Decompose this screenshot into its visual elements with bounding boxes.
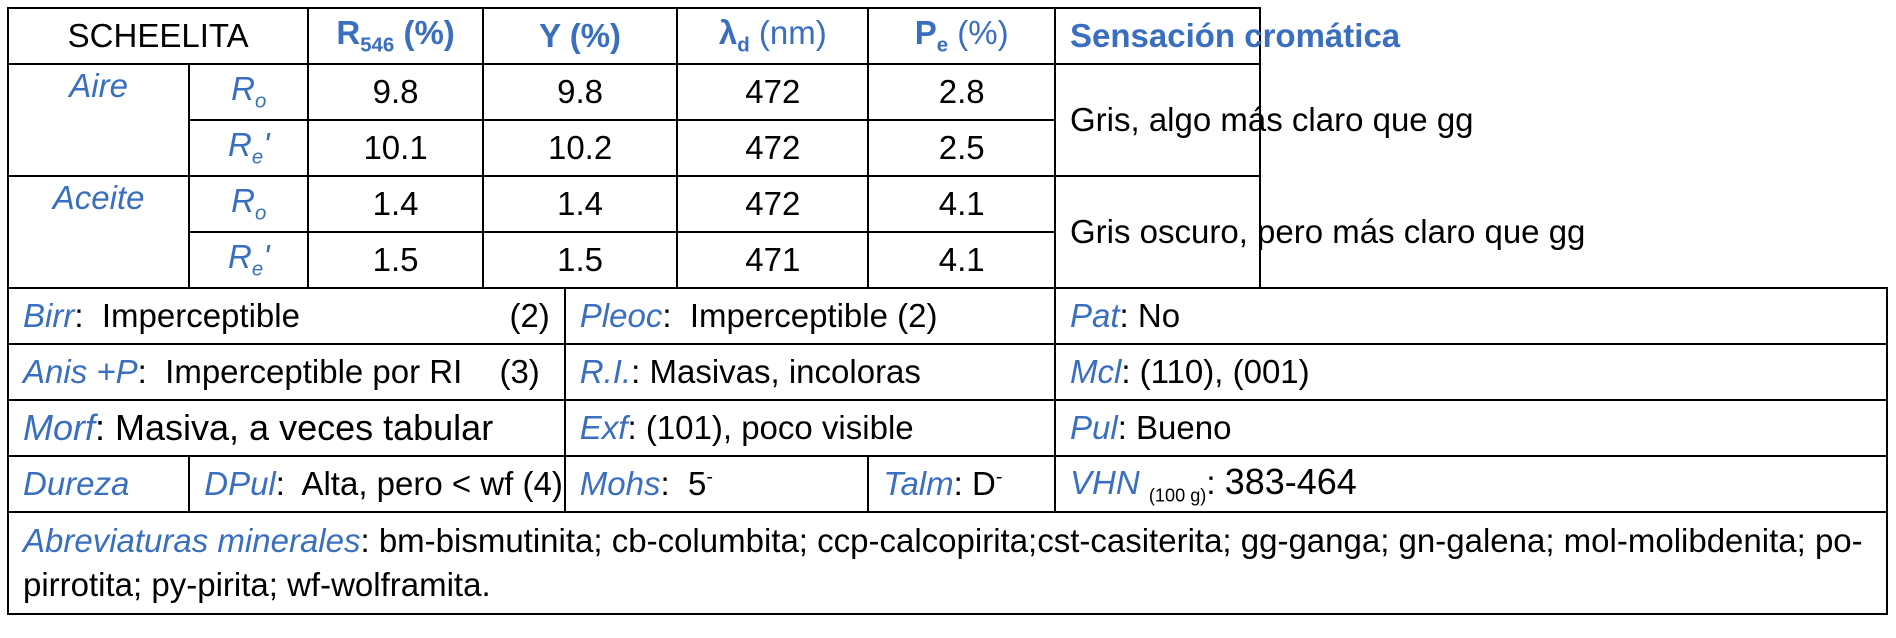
aire-re-row: Re' 10.1 10.2 472 2.5 [8, 119, 1887, 177]
morf-cell: Morf: Masiva, a veces tabular [7, 399, 566, 457]
talm-label: Talm [883, 465, 954, 502]
header-pe: Pe (%) [867, 7, 1056, 65]
mohs-label: Mohs [579, 465, 661, 502]
medium-aire: Aire [6, 63, 191, 177]
abbreviations-cell: Abreviaturas minerales: bm-bismutinita; … [7, 511, 1888, 615]
footer-row: Abreviaturas minerales: bm-bismutinita; … [7, 511, 1888, 615]
pul-value: Bueno [1136, 409, 1232, 446]
props-row-4: Dureza DPul: Alta, pero < wf (4) Mohs: 5… [6, 455, 1888, 513]
value-lambda: 472 [676, 119, 870, 177]
vhn-label: VHN [1070, 464, 1140, 502]
pul-label: Pul [1070, 409, 1118, 446]
birr-label: Birr [23, 297, 75, 334]
exf-value: (101), poco visible [645, 409, 914, 446]
anis-ref: (3) [499, 353, 540, 390]
dpul-cell: DPul: Alta, pero < wf (4) [188, 455, 566, 513]
header-row: SCHEELITA R546 (%) Y (%) λd (nm) Pe (%) … [6, 7, 1887, 65]
morf-label: Morf [23, 407, 95, 448]
header-lambda: λd (nm) [676, 7, 870, 65]
anis-value: Imperceptible por RI [165, 353, 463, 390]
value-pe: 2.5 [867, 119, 1056, 177]
props-row-3: Morf: Masiva, a veces tabular Exf: (101)… [7, 399, 1888, 457]
row-label-re: Re' [188, 119, 310, 177]
value-y: 1.4 [481, 175, 679, 233]
mcl-label: Mcl [1070, 353, 1122, 390]
mineral-data-sheet: SCHEELITA R546 (%) Y (%) λd (nm) Pe (%) … [6, 7, 1888, 631]
value-lambda: 472 [676, 63, 870, 121]
pleoc-cell: Pleoc: Imperceptible (2) [563, 287, 1057, 345]
aire-ro-row: Aire Ro 9.8 9.8 472 2.8 Gris, algo más c… [6, 63, 1887, 177]
birr-cell: Birr: Imperceptible (2) [7, 287, 566, 345]
aceite-re-row: Re' 1.5 1.5 471 4.1 [8, 231, 1887, 289]
morf-value: Masiva, a veces tabular [115, 407, 494, 448]
value-pe: 4.1 [867, 231, 1056, 289]
birr-value: Imperceptible [101, 297, 300, 334]
header-r546: R546 (%) [307, 7, 484, 65]
anis-label: Anis +P [23, 353, 138, 390]
ri-label: R.I. [579, 353, 632, 390]
value-y: 1.5 [481, 231, 679, 289]
sensacion-aire: Gris, algo más claro que gg [1053, 63, 1474, 177]
pleoc-value: Imperceptible (2) [689, 297, 938, 334]
ri-cell: R.I.: Masivas, incoloras [563, 343, 1057, 401]
pat-cell: Pat: No [1054, 287, 1888, 345]
header-sensacion: Sensación cromática [1053, 7, 1400, 65]
mcl-value: (110), (001) [1139, 353, 1310, 390]
row-label-ro: Ro [188, 175, 310, 233]
dpul-label: DPul [204, 465, 276, 502]
mohs-cell: Mohs: 5- [563, 455, 870, 513]
mohs-sup: - [706, 466, 713, 488]
anis-cell: Anis +P: Imperceptible por RI (3) [7, 343, 566, 401]
talm-value: D [971, 465, 996, 502]
dpul-value: Alta, pero < wf (4) [301, 465, 563, 502]
talm-sup: - [995, 466, 1003, 488]
mcl-cell: Mcl: (110), (001) [1054, 343, 1888, 401]
value-r546: 1.4 [307, 175, 484, 233]
mineral-name: SCHEELITA [6, 7, 310, 65]
exf-label: Exf [579, 409, 628, 446]
vhn-sub: (100 g) [1148, 485, 1207, 506]
value-y: 9.8 [481, 63, 679, 121]
value-lambda: 472 [676, 175, 870, 233]
birr-ref: (2) [509, 297, 550, 334]
exf-cell: Exf: (101), poco visible [563, 399, 1057, 457]
abrev-label: Abreviaturas minerales [23, 522, 361, 559]
dureza-label: Dureza [6, 455, 191, 513]
abrev-text: bm-bismutinita; cb-columbita; ccp-calcop… [23, 522, 1863, 603]
optical-properties-table: SCHEELITA R546 (%) Y (%) λd (nm) Pe (%) … [6, 7, 1888, 615]
medium-aceite: Aceite [6, 175, 191, 289]
value-pe: 4.1 [867, 175, 1056, 233]
header-y: Y (%) [481, 7, 679, 65]
talm-cell: Talm: D- [867, 455, 1056, 513]
value-lambda: 471 [676, 231, 870, 289]
pleoc-label: Pleoc [579, 297, 663, 334]
props-row-2: Anis +P: Imperceptible por RI (3) R.I.: M… [7, 343, 1888, 401]
row-label-re: Re' [188, 231, 310, 289]
pul-cell: Pul: Bueno [1054, 399, 1888, 457]
value-pe: 2.8 [867, 63, 1056, 121]
vhn-cell: VHN (100 g): 383-464 [1054, 455, 1888, 513]
value-r546: 9.8 [307, 63, 484, 121]
sensacion-aceite: Gris oscuro, pero más claro que gg [1053, 175, 1585, 289]
row-label-ro: Ro [188, 63, 310, 121]
vhn-value: 383-464 [1224, 461, 1357, 503]
props-row-1: Birr: Imperceptible (2) Pleoc: Impercepti… [7, 287, 1888, 345]
value-y: 10.2 [481, 119, 679, 177]
ri-value: Masivas, incoloras [649, 353, 921, 390]
value-r546: 1.5 [307, 231, 484, 289]
aceite-ro-row: Aceite Ro 1.4 1.4 472 4.1 Gris oscuro, p… [6, 175, 1887, 289]
mohs-value: 5 [688, 465, 707, 502]
pat-value: No [1137, 297, 1181, 334]
pat-label: Pat [1070, 297, 1120, 334]
value-r546: 10.1 [307, 119, 484, 177]
